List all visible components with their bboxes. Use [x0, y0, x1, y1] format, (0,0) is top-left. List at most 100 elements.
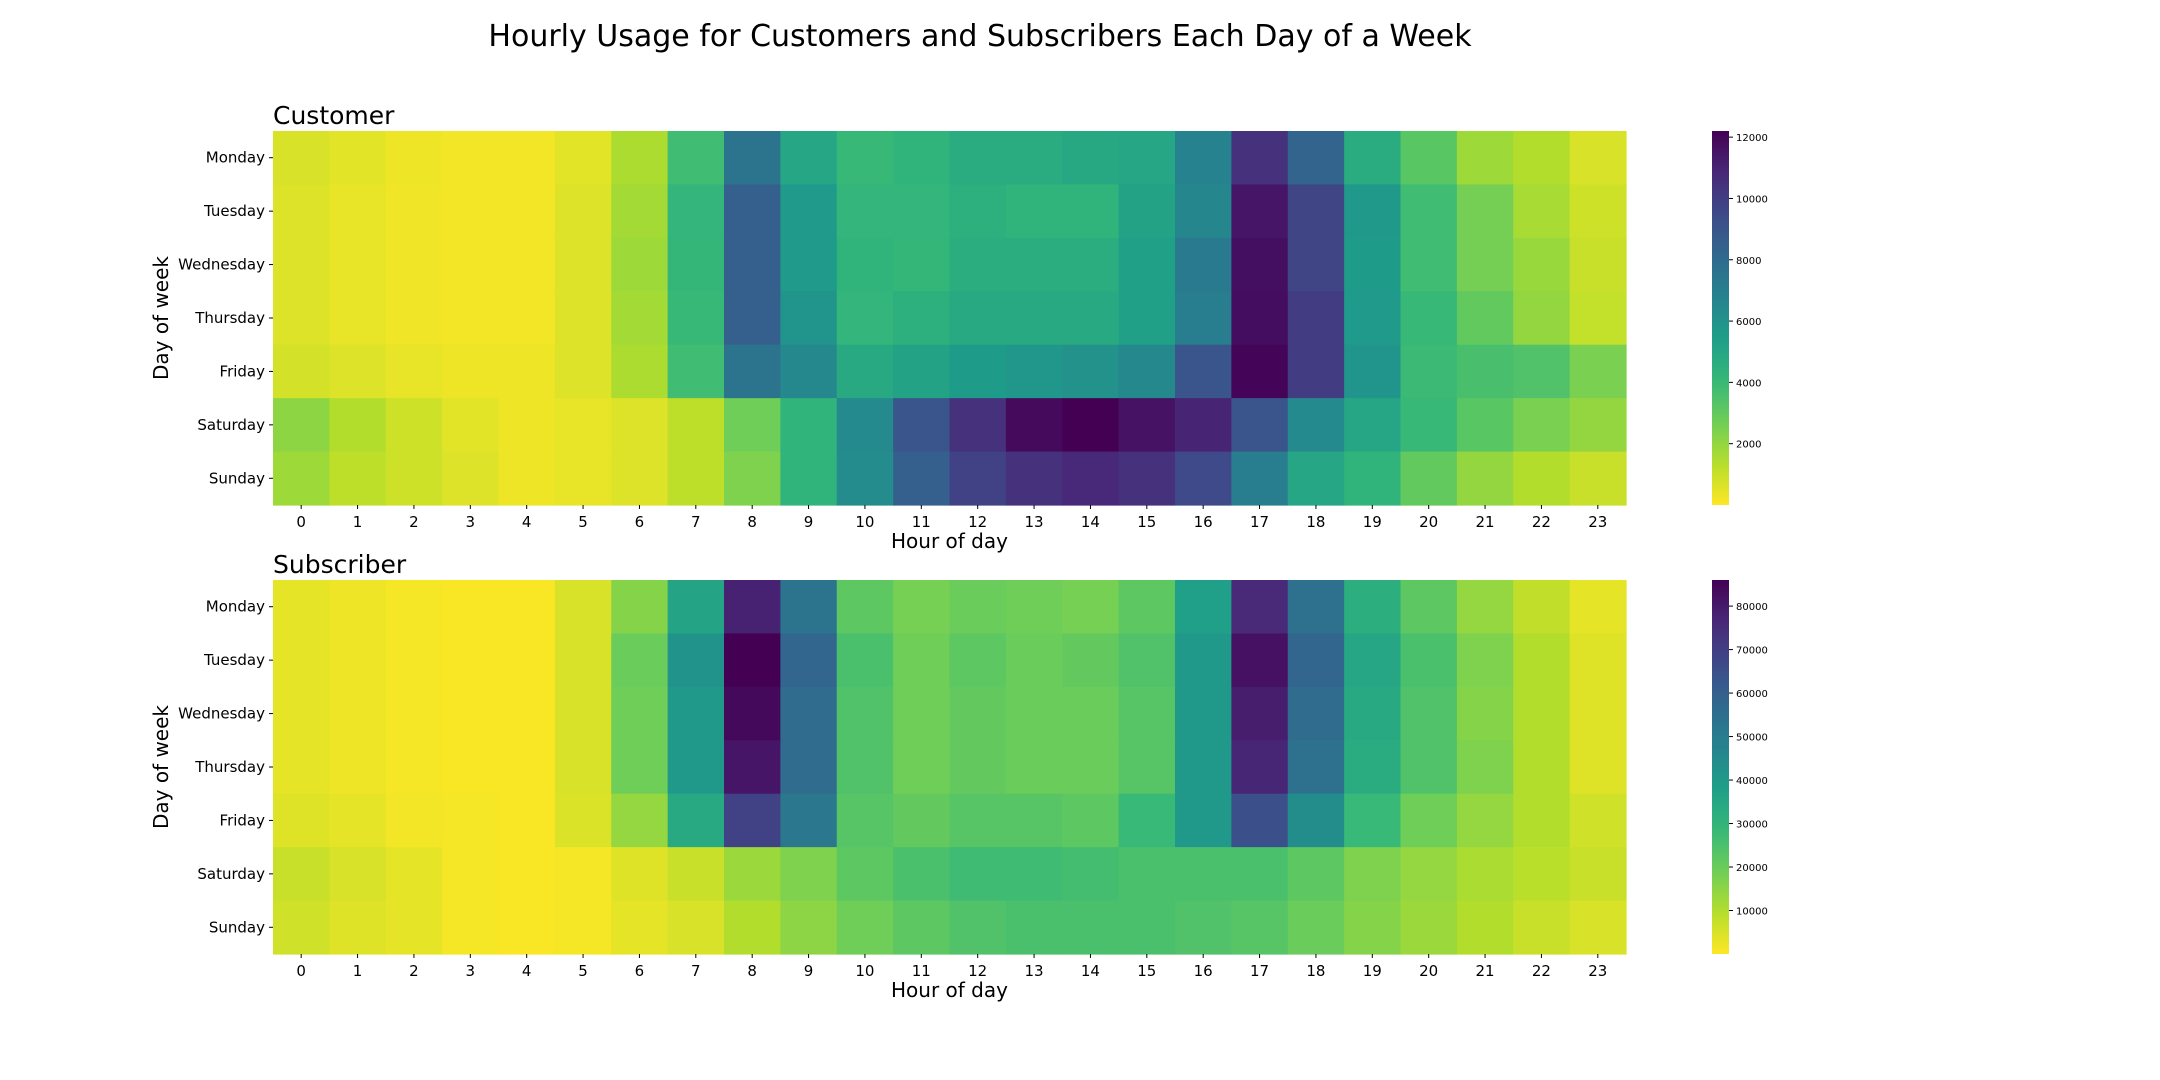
heatmap-cell	[1569, 398, 1627, 453]
heatmap-cell	[1344, 580, 1402, 635]
x-tick-label: 18	[1306, 962, 1325, 980]
heatmap-cell	[273, 740, 330, 795]
heatmap-cell	[611, 291, 669, 346]
heatmap-cell	[1456, 580, 1514, 635]
heatmap-cell	[1175, 131, 1232, 186]
colorbar-tick-label: 6000	[1736, 317, 1761, 328]
heatmap-cell	[385, 900, 443, 955]
heatmap-cell	[329, 580, 387, 635]
x-tick-label: 9	[804, 962, 814, 980]
x-tick-label: 18	[1306, 513, 1325, 531]
x-tick-label: 21	[1476, 513, 1495, 531]
heatmap-cell	[724, 633, 781, 688]
heatmap-cell	[1513, 184, 1571, 239]
heatmap-cell	[385, 451, 443, 506]
heatmap-cell	[329, 131, 387, 186]
heatmap-cell	[611, 237, 669, 292]
heatmap-cell	[836, 633, 894, 688]
heatmap-cell	[1231, 686, 1289, 741]
heatmap-cell	[836, 291, 894, 346]
heatmap-cell	[329, 633, 387, 688]
heatmap-cell	[949, 900, 1007, 955]
heatmap-cell	[554, 451, 612, 506]
heatmap-cell	[1005, 398, 1063, 453]
heatmap-cell	[1513, 686, 1571, 741]
heatmap-cell	[498, 291, 556, 346]
heatmap-cell	[611, 740, 669, 795]
heatmap-cell	[893, 847, 951, 902]
heatmap-cell	[1287, 291, 1345, 346]
heatmap-cell	[498, 793, 556, 848]
heatmap-cell	[724, 237, 781, 292]
heatmap-cell	[949, 793, 1007, 848]
colorbar-tick-label: 2000	[1736, 440, 1761, 451]
heatmap-cell	[611, 847, 669, 902]
heatmap-cell	[836, 900, 894, 955]
heatmap-cell	[1513, 237, 1571, 292]
x-tick-label: 2	[409, 962, 419, 980]
colorbar-tick-label: 10000	[1736, 194, 1768, 205]
heatmap-cell	[1344, 237, 1402, 292]
x-tick-label: 8	[747, 962, 757, 980]
heatmap-cell	[385, 793, 443, 848]
x-tick-label: 22	[1532, 962, 1551, 980]
heatmap-cell	[1062, 131, 1120, 186]
heatmap-cell	[1456, 633, 1514, 688]
colorbar	[1712, 580, 1729, 954]
heatmap-cell	[442, 633, 500, 688]
heatmap-cell	[1513, 344, 1571, 399]
heatmap-cell	[1513, 633, 1571, 688]
y-tick-label: Thursday	[194, 758, 265, 776]
x-tick-label: 20	[1419, 513, 1438, 531]
heatmap-cell	[780, 793, 838, 848]
heatmap-cell	[1005, 131, 1063, 186]
heatmap-cell	[1400, 740, 1458, 795]
heatmap-cell	[1569, 580, 1627, 635]
heatmap-cell	[667, 344, 725, 399]
heatmap-cell	[1175, 633, 1232, 688]
heatmap-cell	[554, 686, 612, 741]
heatmap-cell	[780, 580, 838, 635]
heatmap-cell	[1456, 740, 1514, 795]
y-tick-label: Tuesday	[203, 651, 265, 669]
heatmap-cell	[1005, 847, 1063, 902]
heatmap-cell	[949, 580, 1007, 635]
heatmap-cell	[667, 184, 725, 239]
colorbar-tick-label: 4000	[1736, 378, 1761, 389]
heatmap-cell	[498, 451, 556, 506]
heatmap-cell	[1175, 793, 1232, 848]
colorbar-tick-label: 12000	[1736, 133, 1768, 144]
heatmap-cell	[273, 398, 330, 453]
heatmap-cell	[1287, 793, 1345, 848]
heatmap-cell	[667, 451, 725, 506]
heatmap-cell	[1287, 740, 1345, 795]
y-tick-label: Sunday	[209, 918, 265, 936]
heatmap-cell	[498, 237, 556, 292]
x-tick-label: 16	[1194, 513, 1213, 531]
heatmap-cell	[1062, 451, 1120, 506]
heatmap-cell	[724, 398, 781, 453]
x-tick-label: 6	[635, 513, 645, 531]
heatmap-cell	[1231, 847, 1289, 902]
heatmap-cell	[1005, 291, 1063, 346]
heatmap-cell	[385, 184, 443, 239]
heatmap-cell	[1231, 291, 1289, 346]
heatmap-cell	[724, 847, 781, 902]
heatmap-cell	[498, 847, 556, 902]
heatmap-cell	[329, 740, 387, 795]
y-tick-label: Monday	[206, 598, 265, 616]
heatmap-cell	[1005, 740, 1063, 795]
heatmap-cell	[1344, 793, 1402, 848]
heatmap-cell	[949, 633, 1007, 688]
x-tick-label: 13	[1025, 513, 1044, 531]
heatmap-cell	[442, 451, 500, 506]
heatmap-cell	[1456, 793, 1514, 848]
heatmap-cell	[893, 237, 951, 292]
heatmap-cell	[1231, 184, 1289, 239]
heatmap-cell	[724, 900, 781, 955]
panel-title: Subscriber	[273, 550, 407, 579]
heatmap-cell	[1175, 291, 1232, 346]
heatmap-cell	[611, 793, 669, 848]
heatmap-cell	[1569, 291, 1627, 346]
